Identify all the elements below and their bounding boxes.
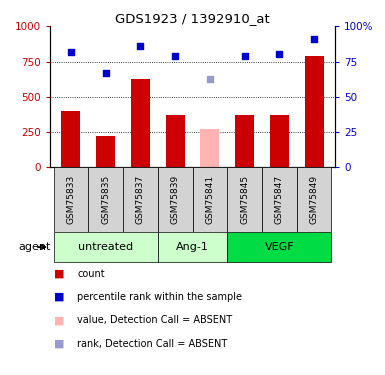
Point <box>137 43 144 49</box>
Text: rank, Detection Call = ABSENT: rank, Detection Call = ABSENT <box>77 339 227 348</box>
FancyBboxPatch shape <box>158 168 192 232</box>
Text: ■: ■ <box>54 269 64 279</box>
Point <box>172 53 178 59</box>
Text: GSM75841: GSM75841 <box>205 175 214 224</box>
Bar <box>96 136 115 168</box>
FancyBboxPatch shape <box>158 232 227 262</box>
Text: untreated: untreated <box>78 242 133 252</box>
Text: agent: agent <box>19 242 51 252</box>
Text: value, Detection Call = ABSENT: value, Detection Call = ABSENT <box>77 315 232 325</box>
Text: ■: ■ <box>54 292 64 302</box>
FancyBboxPatch shape <box>227 232 331 262</box>
FancyBboxPatch shape <box>123 168 158 232</box>
Text: GSM75839: GSM75839 <box>171 175 180 224</box>
Bar <box>200 129 219 168</box>
Text: VEGF: VEGF <box>264 242 294 252</box>
Point <box>68 49 74 55</box>
Bar <box>270 114 289 168</box>
Bar <box>131 78 150 168</box>
FancyBboxPatch shape <box>54 168 88 232</box>
Bar <box>305 56 324 168</box>
Point <box>311 36 317 42</box>
Text: GSM75837: GSM75837 <box>136 175 145 224</box>
Text: count: count <box>77 269 105 279</box>
FancyBboxPatch shape <box>192 168 227 232</box>
FancyBboxPatch shape <box>54 232 158 262</box>
Point <box>241 53 248 59</box>
FancyBboxPatch shape <box>227 168 262 232</box>
Text: ■: ■ <box>54 315 64 325</box>
Point <box>207 75 213 81</box>
Text: percentile rank within the sample: percentile rank within the sample <box>77 292 242 302</box>
Bar <box>61 111 80 168</box>
FancyBboxPatch shape <box>88 168 123 232</box>
Bar <box>166 114 185 168</box>
Bar <box>235 115 254 168</box>
Text: GSM75835: GSM75835 <box>101 175 110 224</box>
Point <box>276 51 283 57</box>
Text: Ang-1: Ang-1 <box>176 242 209 252</box>
Text: GSM75849: GSM75849 <box>310 175 319 224</box>
FancyBboxPatch shape <box>297 168 331 232</box>
Title: GDS1923 / 1392910_at: GDS1923 / 1392910_at <box>115 12 270 25</box>
Text: GSM75847: GSM75847 <box>275 175 284 224</box>
Text: GSM75833: GSM75833 <box>66 175 75 224</box>
Text: GSM75845: GSM75845 <box>240 175 249 224</box>
FancyBboxPatch shape <box>262 168 297 232</box>
Point <box>102 70 109 76</box>
Text: ■: ■ <box>54 339 64 348</box>
